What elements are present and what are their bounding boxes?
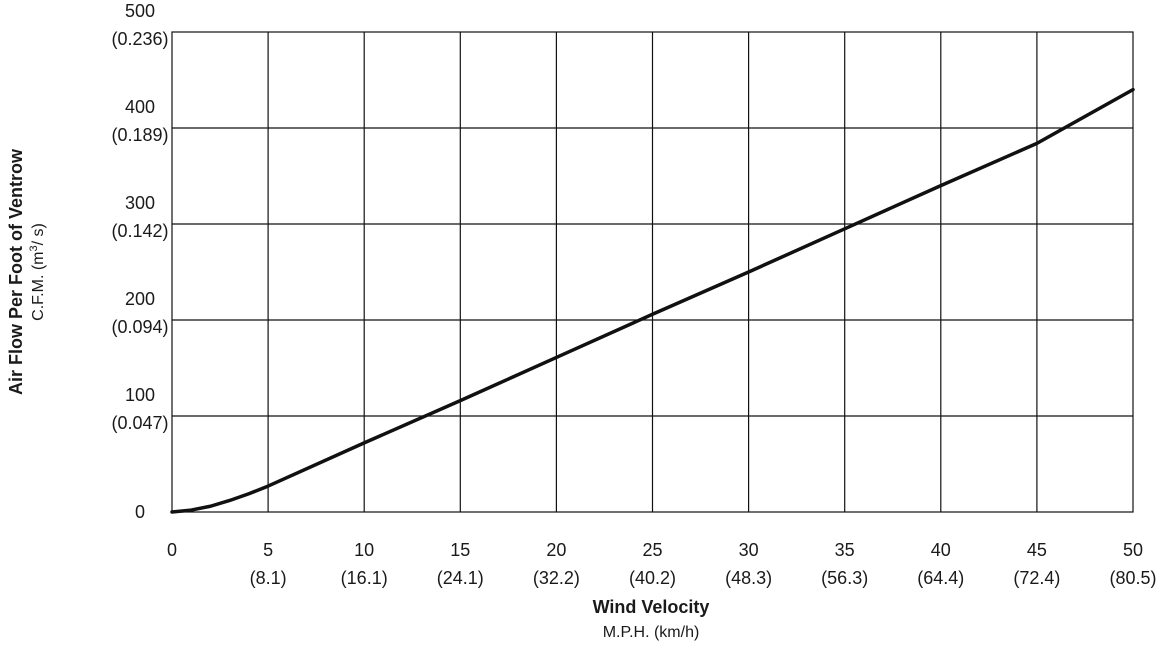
y-tick-label: 200 [125, 289, 155, 309]
y-tick-metric-label: (0.047) [111, 413, 168, 433]
x-tick-metric-label: (24.1) [437, 568, 484, 588]
x-tick-label: 10 [354, 540, 374, 560]
y-tick-metric-label: (0.189) [111, 125, 168, 145]
y-tick-metric-label: (0.142) [111, 221, 168, 241]
x-axis-title: Wind Velocity [593, 597, 710, 617]
series-line [170, 87, 1135, 514]
x-tick-metric-label: (56.3) [821, 568, 868, 588]
x-axis-units: M.P.H. (km/h) [603, 624, 700, 641]
x-axis-ticks: 0 5 (8.1) 10 (16.1) 15 (24.1) 20 (32.2) 25 (40.2) 3… [167, 540, 1157, 588]
x-tick-label: 45 [1027, 540, 1047, 560]
x-tick-label: 15 [450, 540, 470, 560]
y-axis-units: C.F.M. (m3/ s) [28, 223, 47, 321]
x-tick-metric-label: (8.1) [250, 568, 287, 588]
x-tick-metric-label: (32.2) [533, 568, 580, 588]
x-tick-metric-label: (64.4) [917, 568, 964, 588]
y-tick-label: 500 [125, 1, 155, 21]
x-tick-label: 20 [546, 540, 566, 560]
y-axis-title: Air Flow Per Foot of Ventrow [6, 148, 26, 395]
x-tick-label: 30 [739, 540, 759, 560]
x-tick-metric-label: (48.3) [725, 568, 772, 588]
x-tick-metric-label: (16.1) [341, 568, 388, 588]
x-tick-label: 50 [1123, 540, 1143, 560]
y-tick-label: 0 [135, 502, 145, 522]
x-tick-metric-label: (80.5) [1109, 568, 1156, 588]
x-tick-label: 25 [642, 540, 662, 560]
y-tick-metric-label: (0.094) [111, 317, 168, 337]
x-tick-metric-label: (40.2) [629, 568, 676, 588]
x-tick-label: 40 [931, 540, 951, 560]
grid [171, 31, 1134, 513]
x-tick-label: 35 [835, 540, 855, 560]
y-tick-label: 100 [125, 385, 155, 405]
x-tick-label: 0 [167, 540, 177, 560]
x-tick-label: 5 [263, 540, 273, 560]
x-tick-metric-label: (72.4) [1013, 568, 1060, 588]
y-tick-label: 400 [125, 97, 155, 117]
y-tick-metric-label: (0.236) [111, 29, 168, 49]
y-axis-ticks: 0 100 (0.047) 200 (0.094) 300 (0.142) 400 (0.189… [111, 1, 168, 522]
y-tick-label: 300 [125, 193, 155, 213]
